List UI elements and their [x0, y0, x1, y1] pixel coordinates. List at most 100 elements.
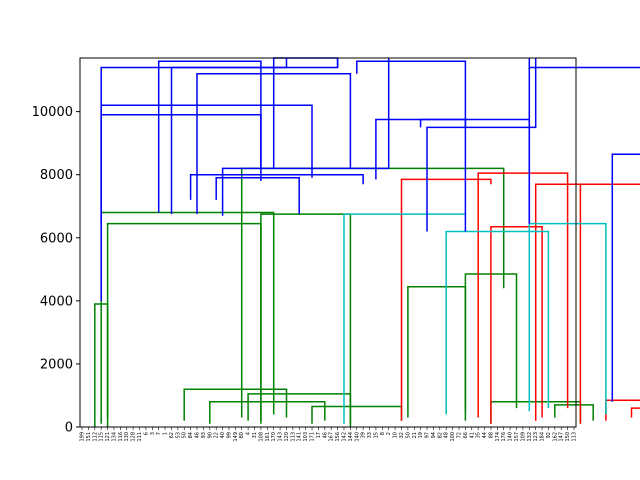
link-cyan-20 [343, 213, 467, 424]
link-blue-31 [221, 58, 390, 216]
y-tick-label: 8000 [40, 168, 73, 183]
leaf-label: 4 [246, 432, 252, 435]
leaf-label: 22 [214, 432, 220, 438]
leaf-label: 97 [425, 432, 431, 438]
leaf-label: 33 [367, 432, 373, 438]
leaf-label: 161 [265, 432, 271, 442]
leaf-label: 121 [105, 432, 111, 442]
leaf-label: 82 [437, 432, 443, 438]
leaf-label: 46 [195, 432, 201, 438]
leaf-label: 199 [80, 432, 86, 442]
leaf-label: 80 [239, 432, 245, 438]
link-red-15 [490, 225, 543, 424]
leaf-label: 174 [495, 432, 501, 442]
leaf-label: 50 [405, 432, 411, 438]
leaf-label: 93 [201, 432, 207, 438]
leaf-label: 21 [412, 432, 418, 438]
leaf-label: 41 [469, 432, 475, 438]
link-blue-33 [272, 57, 339, 169]
leaf-label: 6 [143, 432, 149, 435]
plot-frame [79, 57, 577, 428]
leaf-label: 151 [86, 432, 92, 442]
link-blue-25 [100, 104, 313, 213]
leaf-label: 32 [399, 432, 405, 438]
leaf-label: 142 [342, 432, 348, 442]
leaf-label: 108 [258, 432, 264, 442]
leaf-label: 44 [482, 432, 488, 438]
leaf-label: 62 [169, 432, 175, 438]
leaf-label: 112 [92, 432, 98, 442]
leaf-label: 10 [393, 432, 399, 438]
link-green-6 [247, 393, 352, 424]
leaf-label: 144 [348, 432, 354, 442]
link-blue-34 [356, 60, 467, 128]
leaf-label: 46 [322, 432, 328, 438]
leaf-label: 35 [476, 432, 482, 438]
link-green-5 [209, 401, 326, 424]
y-tick-label: 4000 [40, 294, 73, 309]
leaf-label: 103 [303, 432, 309, 442]
leaf-label: 140 [354, 432, 360, 442]
leaf-label: 132 [527, 432, 533, 442]
leaf-label: 66 [463, 432, 469, 438]
link-red-16 [534, 183, 640, 421]
leaf-label: 176 [501, 432, 507, 442]
leaf-label: 2 [386, 432, 392, 435]
y-tick-label: 10000 [32, 105, 73, 120]
leaf-label: 113 [290, 432, 296, 442]
leaf-label: 170 [271, 432, 277, 442]
leaf-label: 84 [188, 432, 194, 438]
link-blue-37 [426, 58, 537, 232]
leaf-label: 1 [163, 432, 169, 435]
link-green-12 [554, 404, 594, 421]
link-blue-24 [100, 58, 288, 301]
leaf-label: 92 [546, 432, 552, 438]
link-blue-26 [100, 114, 262, 224]
leaf-label: 141 [297, 432, 303, 442]
leaf-label: 31 [252, 432, 258, 438]
leaf-label: 7 [156, 432, 162, 435]
leaf-label: 147 [559, 432, 565, 442]
leaf-label: 50 [182, 432, 188, 438]
y-tick-label: 0 [65, 421, 73, 436]
link-blue-39 [611, 153, 640, 402]
leaf-label: 171 [310, 432, 316, 442]
link-red-19 [630, 407, 640, 418]
y-tick-label: 2000 [40, 357, 73, 372]
leaf-label: 15 [373, 432, 379, 438]
link-blue-29 [189, 173, 364, 200]
leaf-label: 109 [520, 432, 526, 442]
link-blue-30 [215, 177, 300, 215]
link-green-8 [240, 167, 505, 418]
leaf-label: 111 [137, 432, 143, 442]
leaf-label: 149 [233, 432, 239, 442]
y-tick-label: 6000 [40, 231, 73, 246]
leaf-label: 116 [118, 432, 124, 442]
link-green-9 [407, 285, 467, 418]
dendrogram-links [94, 57, 640, 427]
link-green-4 [183, 388, 288, 421]
leaf-label: 134 [111, 432, 117, 442]
leaf-label: 115 [99, 432, 105, 442]
leaf-label: 130 [124, 432, 130, 442]
leaf-label: 88 [488, 432, 494, 438]
leaf-label: 8 [380, 432, 386, 435]
link-blue-27 [157, 60, 262, 213]
leaf-label: 90 [207, 432, 213, 438]
leaf-label: 162 [552, 432, 558, 442]
link-green-1 [100, 211, 275, 424]
link-red-13 [400, 178, 492, 421]
leaf-label: 143 [278, 432, 284, 442]
leaf-label: 3 [150, 432, 156, 435]
leaf-label: 40 [220, 432, 226, 438]
leaf-label: 123 [533, 432, 539, 442]
leaf-label: 113 [572, 432, 578, 442]
leaf-label: 100 [450, 432, 456, 442]
link-red-18 [605, 399, 640, 421]
leaf-label: 39 [361, 432, 367, 438]
leaf-label: 53 [175, 432, 181, 438]
leaf-label: 128 [131, 432, 137, 442]
leaf-label: 157 [514, 432, 520, 442]
link-cyan-21 [445, 230, 550, 415]
